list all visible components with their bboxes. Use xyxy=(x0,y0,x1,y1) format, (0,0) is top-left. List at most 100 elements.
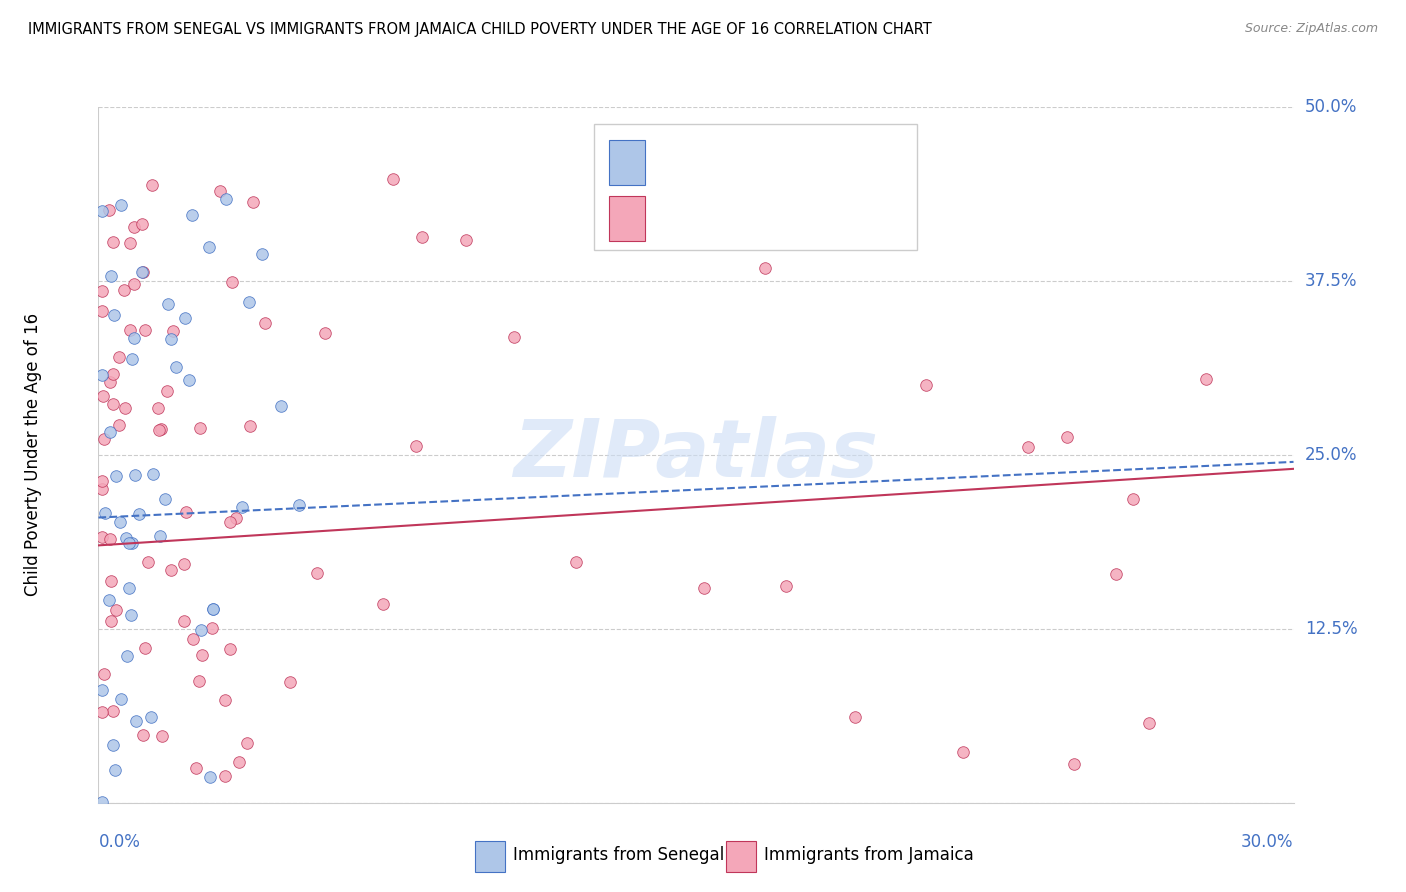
Text: 37.5%: 37.5% xyxy=(1305,272,1357,290)
Point xyxy=(105,468,128,483)
Point xyxy=(775,579,797,593)
Point xyxy=(754,261,776,276)
Point xyxy=(128,508,150,522)
Point xyxy=(118,536,141,550)
Point xyxy=(104,603,127,617)
Point xyxy=(117,581,139,595)
Point xyxy=(149,422,172,436)
Point xyxy=(173,558,195,572)
Point xyxy=(270,399,292,413)
FancyBboxPatch shape xyxy=(609,140,644,186)
Point xyxy=(225,511,247,525)
Point xyxy=(91,284,114,298)
Point xyxy=(197,240,219,254)
Point xyxy=(173,614,195,628)
Point xyxy=(136,556,159,570)
Point xyxy=(91,368,114,383)
Point xyxy=(191,648,214,663)
Point xyxy=(103,309,125,323)
Point xyxy=(1105,567,1128,582)
Point xyxy=(177,373,200,387)
Point xyxy=(141,710,163,724)
Point xyxy=(148,423,170,437)
Point xyxy=(214,693,236,707)
Point xyxy=(108,515,131,529)
Text: IMMIGRANTS FROM SENEGAL VS IMMIGRANTS FROM JAMAICA CHILD POVERTY UNDER THE AGE O: IMMIGRANTS FROM SENEGAL VS IMMIGRANTS FR… xyxy=(28,22,932,37)
Point xyxy=(411,230,433,244)
Point xyxy=(202,602,225,616)
Point xyxy=(914,378,936,392)
Point xyxy=(101,397,124,411)
Point xyxy=(174,310,197,325)
Point xyxy=(98,203,121,218)
Point xyxy=(120,236,142,251)
Point xyxy=(103,704,125,718)
Point xyxy=(238,294,260,309)
Point xyxy=(91,389,114,403)
Point xyxy=(565,556,588,570)
Text: Immigrants from Jamaica: Immigrants from Jamaica xyxy=(763,846,974,864)
Text: R = 0.009  N = 48: R = 0.009 N = 48 xyxy=(662,153,841,171)
Point xyxy=(181,208,204,222)
Point xyxy=(91,475,114,489)
Text: ZIPatlas: ZIPatlas xyxy=(513,416,879,494)
Point xyxy=(208,184,231,198)
Point xyxy=(307,566,329,580)
Point xyxy=(1137,715,1160,730)
Point xyxy=(1056,430,1078,444)
Point xyxy=(91,304,114,318)
Point xyxy=(101,367,124,381)
Point xyxy=(153,491,176,506)
Point xyxy=(134,640,156,655)
Point xyxy=(104,763,127,777)
Text: 30.0%: 30.0% xyxy=(1241,833,1294,851)
Point xyxy=(110,197,132,211)
Point xyxy=(125,714,148,728)
Point xyxy=(231,500,253,514)
Point xyxy=(188,421,211,435)
Point xyxy=(141,178,163,192)
Point xyxy=(218,515,240,529)
Point xyxy=(120,607,142,622)
Point xyxy=(278,674,301,689)
Point xyxy=(107,350,129,364)
Point xyxy=(218,642,240,657)
Point xyxy=(1195,372,1218,386)
Point xyxy=(381,171,404,186)
Point xyxy=(122,219,145,234)
Point xyxy=(91,705,114,719)
Point xyxy=(162,324,184,338)
Point xyxy=(214,769,236,783)
Point xyxy=(114,401,136,416)
Point xyxy=(131,264,153,278)
Point xyxy=(142,467,165,482)
Point xyxy=(115,531,138,545)
Point xyxy=(110,692,132,706)
FancyBboxPatch shape xyxy=(725,841,756,872)
Point xyxy=(155,384,177,398)
Point xyxy=(1017,440,1039,454)
Point xyxy=(1122,491,1144,506)
FancyBboxPatch shape xyxy=(475,841,505,872)
Point xyxy=(165,359,187,374)
Point xyxy=(98,375,121,389)
FancyBboxPatch shape xyxy=(595,125,917,250)
Point xyxy=(91,682,114,697)
Point xyxy=(202,602,225,616)
Point xyxy=(100,268,122,283)
Text: Source: ZipAtlas.com: Source: ZipAtlas.com xyxy=(1244,22,1378,36)
Point xyxy=(693,581,716,595)
Point xyxy=(98,532,121,546)
Point xyxy=(91,204,114,219)
Point xyxy=(288,498,311,512)
Text: 12.5%: 12.5% xyxy=(1305,620,1357,638)
Text: Immigrants from Senegal: Immigrants from Senegal xyxy=(513,846,724,864)
Point xyxy=(371,597,394,611)
FancyBboxPatch shape xyxy=(609,195,644,241)
Point xyxy=(100,615,122,629)
Point xyxy=(183,632,205,647)
Point xyxy=(115,648,138,663)
Point xyxy=(118,323,141,337)
Point xyxy=(174,505,197,519)
Point xyxy=(91,530,114,544)
